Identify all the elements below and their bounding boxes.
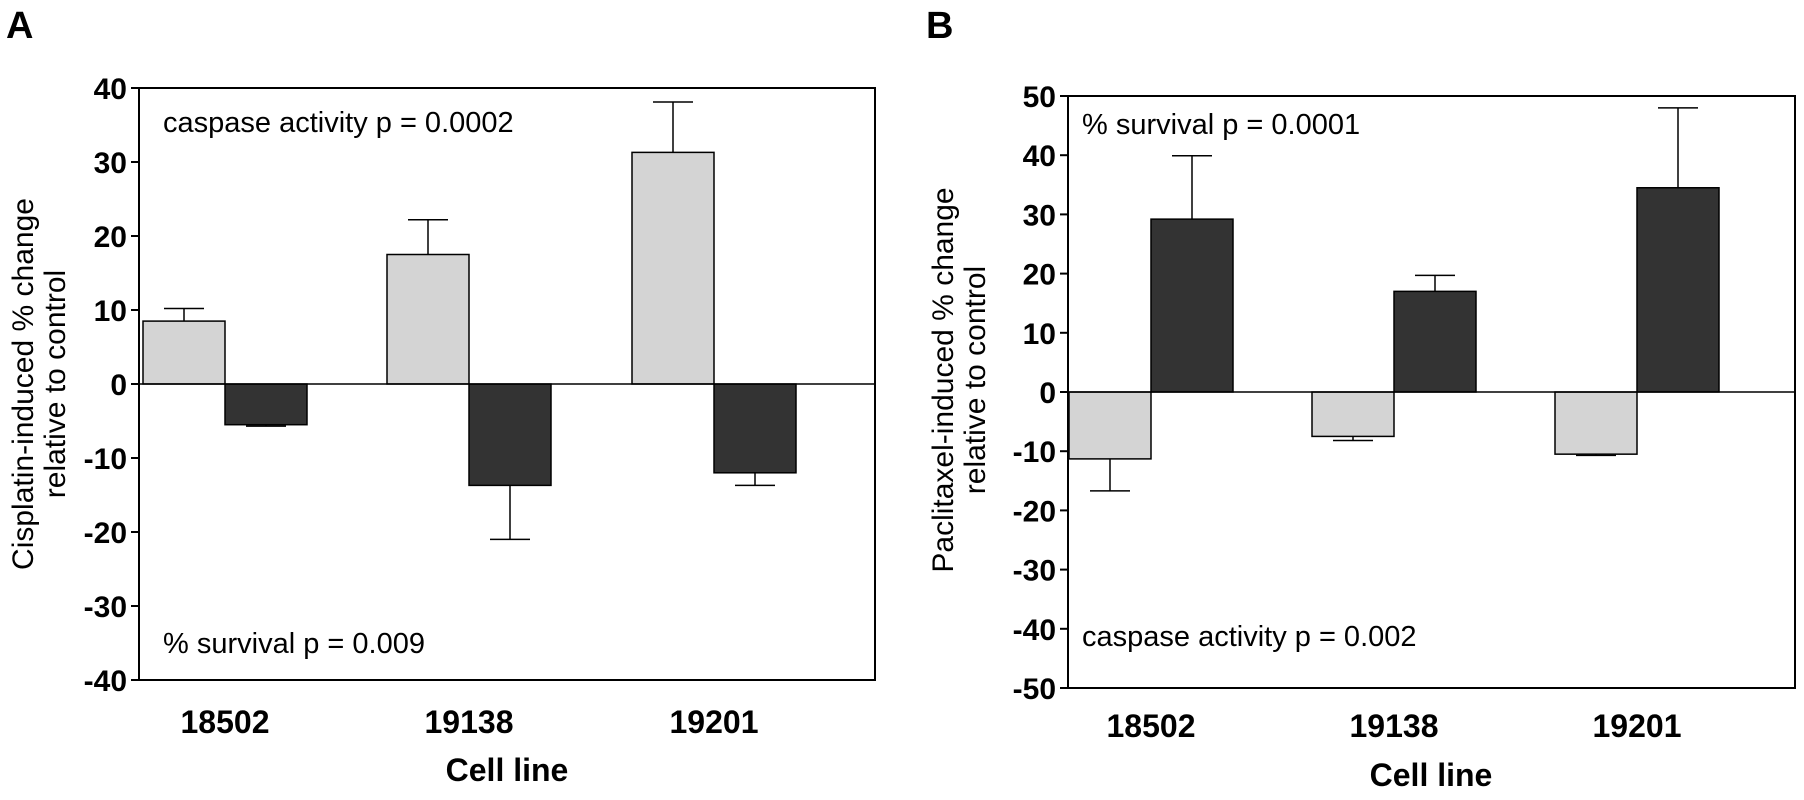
y-tick-label-a: 40 (94, 73, 127, 106)
bar-b-series1-19201 (1554, 391, 1638, 455)
bar-a-series2-19138 (468, 383, 552, 487)
y-tick-label-a: 30 (94, 147, 127, 180)
bar-b-series1-18502 (1068, 391, 1152, 460)
annotation-top-b: % survival p = 0.0001 (1082, 109, 1360, 141)
y-tick-label-a: -20 (84, 517, 127, 550)
y-tick-label-b: 10 (1023, 318, 1056, 351)
axis-ticks-a: 40 30 20 10 0 -10 -20 -30 -40 18502 19138 19201 (84, 73, 759, 740)
y-tick-label-b: -10 (1013, 436, 1056, 469)
bar-b-series1-19138 (1311, 391, 1395, 438)
panel-letter-b: B (926, 5, 953, 47)
y-tick-label-b: 0 (1039, 377, 1056, 410)
bar-a-series2-18502 (224, 383, 308, 426)
annotation-top-a: caspase activity p = 0.0002 (163, 107, 514, 139)
x-tick-label-b: 19201 (1593, 708, 1682, 744)
y-axis-title-a-line2: relative to control (39, 270, 72, 498)
x-axis-title-b: Cell line (1370, 757, 1493, 793)
y-tick-label-b: 30 (1023, 199, 1056, 232)
x-tick-label-a: 18502 (181, 704, 270, 740)
x-axis-title-a: Cell line (446, 752, 569, 788)
annotation-bottom-a: % survival p = 0.009 (163, 628, 425, 660)
x-tick-label-b: 19138 (1350, 708, 1439, 744)
bar-b-series2-19138 (1393, 290, 1477, 393)
bar-a-series1-19138 (386, 253, 470, 385)
panel-a: A 40 30 20 10 0 -10 -20 -30 -40 18502 19138 19201 c… (6, 5, 876, 788)
bar-a-series1-19201 (631, 151, 715, 385)
bars-b (1068, 107, 1720, 492)
bar-a-series1-18502 (142, 320, 226, 385)
y-tick-label-b: 40 (1023, 140, 1056, 173)
panel-letter-a: A (6, 5, 33, 47)
x-tick-label-a: 19138 (425, 704, 514, 740)
y-tick-label-a: -10 (84, 443, 127, 476)
y-tick-label-a: -40 (84, 665, 127, 698)
y-tick-label-b: 20 (1023, 259, 1056, 292)
bar-b-series2-19201 (1636, 187, 1720, 393)
y-axis-title-b-line2: relative to control (959, 266, 992, 494)
y-tick-label-b: 50 (1023, 81, 1056, 114)
axis-ticks-b: 50 40 30 20 10 0 -10 -20 -30 -40 -50 18502 19138 1920… (1013, 81, 1682, 744)
bar-b-series2-18502 (1150, 218, 1234, 393)
y-axis-title-b-line1: Paclitaxel-induced % change (927, 187, 960, 572)
panel-b: B 50 40 30 20 10 0 -10 -20 -30 -40 -50 18502 19138 19… (926, 5, 1796, 793)
y-tick-label-a: 10 (94, 295, 127, 328)
y-tick-label-a: -30 (84, 591, 127, 624)
y-tick-label-b: -30 (1013, 555, 1056, 588)
y-tick-label-a: 20 (94, 221, 127, 254)
y-tick-label-b: -50 (1013, 673, 1056, 706)
bar-a-series2-19201 (713, 383, 797, 474)
annotation-bottom-b: caspase activity p = 0.002 (1082, 621, 1417, 653)
y-tick-label-b: -20 (1013, 495, 1056, 528)
y-tick-label-b: -40 (1013, 614, 1056, 647)
bars-a (142, 101, 797, 541)
y-tick-label-a: 0 (110, 369, 127, 402)
x-tick-label-b: 18502 (1107, 708, 1196, 744)
y-axis-title-a-line1: Cisplatin-induced % change (7, 198, 40, 570)
x-tick-label-a: 19201 (670, 704, 759, 740)
